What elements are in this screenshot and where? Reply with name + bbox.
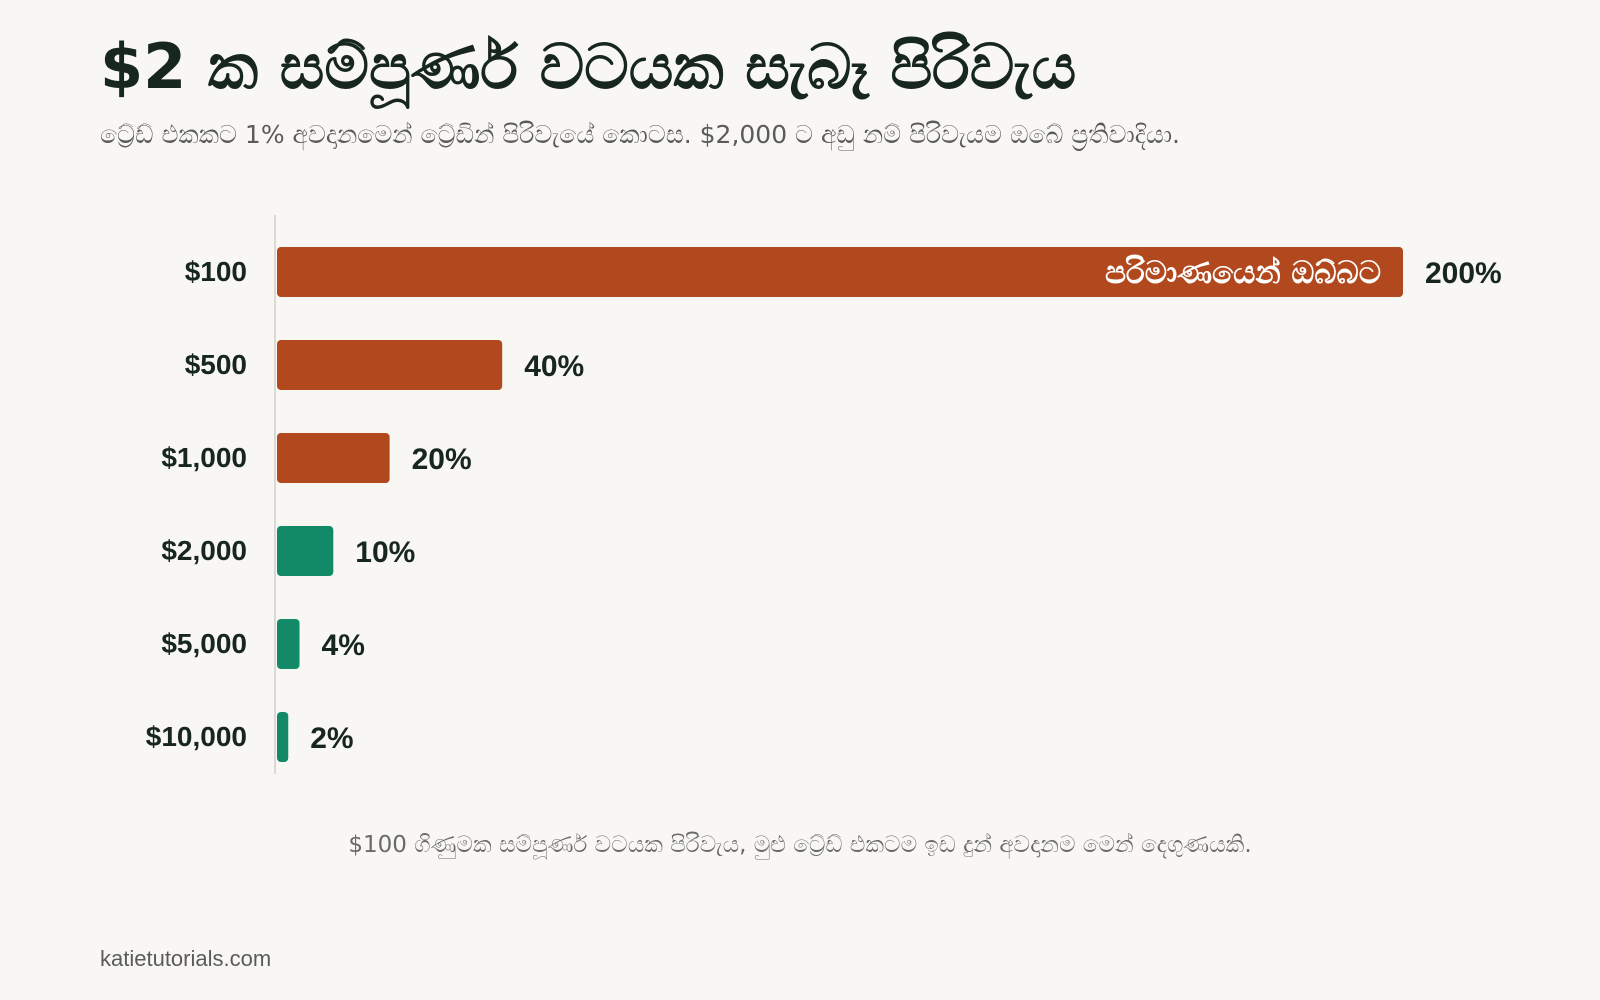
value-label: 4% [322,629,365,662]
category-label: $100 [185,256,247,287]
bar [277,433,390,483]
bar [277,340,503,390]
category-label: $10,000 [146,721,247,752]
category-label: $1,000 [161,442,247,473]
value-label: 40% [524,350,584,383]
chart-caption: $100 ගිණුමක සම්පූර්ණ වටයක පිරිවැය, මුළු … [348,832,1252,858]
value-label: 2% [310,722,353,755]
category-label: $500 [185,349,247,380]
value-label: 10% [355,536,415,569]
source-credit: katietutorials.com [100,946,272,971]
chart-title: $2 ක සම්පූර්ණ වටයක සැබෑ පිරිවැය [100,30,1077,103]
value-label: 20% [412,443,472,476]
bar-chart: $100 200% පරිමාණයෙන් ඔබ්බට $500 40% $1,000 20%… [146,215,1502,774]
category-label: $2,000 [161,535,247,566]
category-label: $5,000 [161,628,247,659]
value-label: 200% [1425,257,1502,290]
bar [277,712,289,762]
bar [277,247,1403,297]
bar [277,526,334,576]
bar-annotation: පරිමාණයෙන් ඔබ්බට [1105,254,1381,291]
chart-subtitle: ට්‍රේඩ් එකකට 1% අවදානමෙන් ට්‍රේඩින් පිරි… [100,120,1180,149]
bar [277,619,300,669]
